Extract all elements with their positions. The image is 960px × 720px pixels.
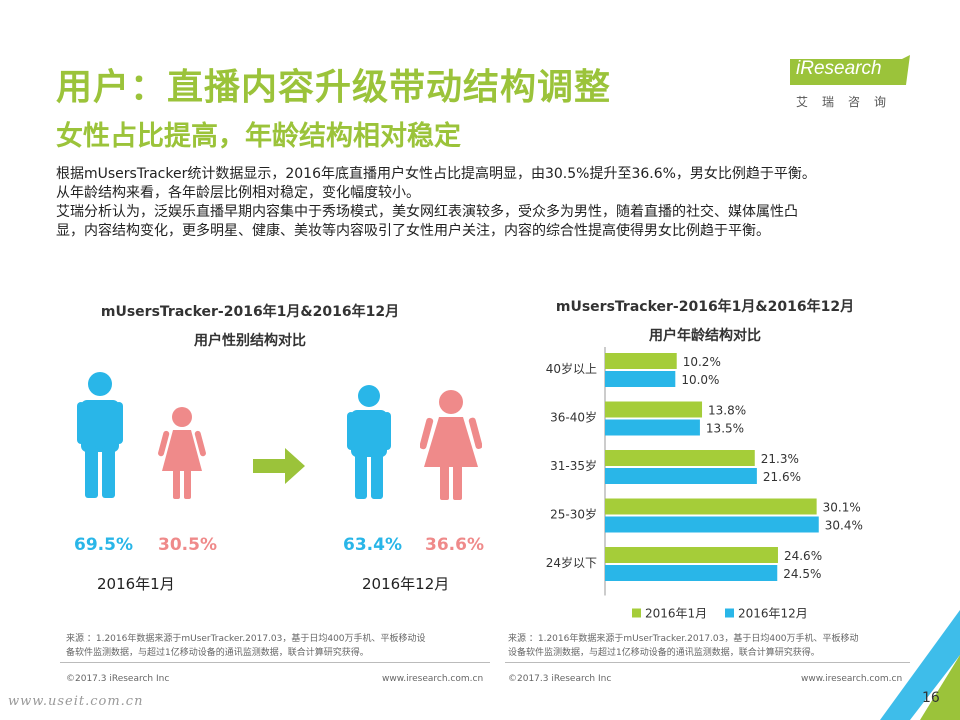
age-chart-subtitle: 用户年龄结构对比 (649, 328, 761, 344)
bar-data-label: 24.5% (783, 567, 821, 581)
bar-dec (605, 468, 757, 484)
bar-data-label: 10.2% (683, 355, 721, 369)
gender-chart-subtitle: 用户性别结构对比 (194, 333, 306, 349)
description-line: 显，内容结构变化，更多明星、健康、美妆等内容吸引了女性用户关注，内容的综合性提高… (56, 223, 770, 239)
male-figure-icon (347, 385, 391, 499)
copyright-left: ©2017.3 iResearch Inc (66, 674, 170, 684)
url-left[interactable]: www.iresearch.com.cn (382, 674, 484, 684)
url-right[interactable]: www.iresearch.com.cn (801, 674, 903, 684)
gender-source: 来源 ：1.2016年数据来源于mUserTracker.2017.03，基于日… (66, 632, 426, 660)
source-line: 来源 ：1.2016年数据来源于mUserTracker.2017.03，基于日… (66, 634, 426, 644)
female-pct-dec: 36.6% (425, 535, 484, 555)
footer-divider (505, 662, 910, 663)
bar-jan (605, 353, 677, 369)
bar-dec (605, 516, 819, 533)
legend-swatch (632, 608, 641, 618)
age-source: 来源 ：1.2016年数据来源于mUserTracker.2017.03，基于日… (508, 632, 859, 660)
bar-data-label: 30.4% (825, 519, 863, 533)
footer-divider (60, 662, 490, 663)
bar-data-label: 21.3% (761, 452, 799, 466)
bar-data-label: 21.6% (763, 470, 801, 484)
source-line: 设备软件监测数据，与超过1亿移动设备的通讯监测数据，联合计算研究获得。 (508, 648, 820, 658)
bar-data-label: 10.0% (681, 373, 719, 387)
bar-dec (605, 371, 676, 387)
bar-data-label: 30.1% (823, 501, 861, 515)
female-pct-jan: 30.5% (158, 535, 217, 555)
page-number: 16 (922, 690, 940, 706)
source-line: 来源 ：1.2016年数据来源于mUserTracker.2017.03，基于日… (508, 634, 859, 644)
description-line: 从年龄结构来看，各年龄层比例相对稳定，变化幅度较小。 (56, 185, 420, 201)
watermark: www.useit.com.cn (8, 694, 144, 709)
logo-cn: 艾瑞咨询 (796, 95, 901, 109)
legend-label: 2016年12月 (738, 607, 808, 621)
gender-chart-title: mUsersTracker-2016年1月&2016年12月 (100, 304, 400, 320)
legend-label: 2016年1月 (645, 607, 707, 621)
bar-jan (605, 498, 817, 515)
period-label-dec: 2016年12月 (362, 575, 450, 593)
category-tick-label: 36-40岁 (550, 410, 597, 425)
category-tick-label: 40岁以上 (546, 361, 597, 376)
bar-jan (605, 547, 778, 563)
bar-data-label: 13.8% (708, 404, 746, 418)
bar-jan (605, 450, 755, 466)
bar-jan (605, 401, 703, 418)
bar-dec (605, 419, 700, 436)
logo-badge-icon (790, 55, 910, 85)
bar-dec (605, 565, 778, 581)
bar-data-label: 13.5% (706, 422, 744, 436)
male-figure-icon (77, 372, 123, 498)
male-pct-dec: 63.4% (343, 535, 402, 555)
arrow-right-icon (253, 448, 305, 484)
copyright-right: ©2017.3 iResearch Inc (508, 674, 612, 684)
male-pct-jan: 69.5% (74, 535, 133, 555)
category-tick-label: 25-30岁 (550, 507, 597, 522)
age-bar-chart: 40岁以上 10.2% 10.0% 36-40岁 13.8% 13.5% 31-35岁 21.… (546, 347, 863, 621)
logo-text: iResearch (796, 58, 882, 79)
female-figure-icon (158, 407, 206, 499)
iresearch-logo: iResearch 艾瑞咨询 (790, 55, 920, 115)
period-label-jan: 2016年1月 (97, 575, 175, 593)
page-subtitle: 女性占比提高，年龄结构相对稳定 (56, 121, 461, 152)
female-figure-icon (420, 390, 482, 500)
source-line: 备软件监测数据，与超过1亿移动设备的通讯监测数据，联合计算研究获得。 (66, 648, 369, 658)
category-tick-label: 31-35岁 (550, 458, 597, 473)
page-title: 用户：直播内容升级带动结构调整 (56, 67, 612, 108)
description-line: 艾瑞分析认为，泛娱乐直播早期内容集中于秀场模式，美女网红表演较多，受众多为男性，… (56, 204, 798, 220)
category-tick-label: 24岁以下 (546, 555, 597, 570)
age-chart-title: mUsersTracker-2016年1月&2016年12月 (555, 299, 855, 315)
description: 根据mUsersTracker统计数据显示，2016年底直播用户女性占比提高明显… (56, 165, 916, 241)
corner-decoration-icon (880, 610, 960, 720)
bar-data-label: 24.6% (784, 549, 822, 563)
description-line: 根据mUsersTracker统计数据显示，2016年底直播用户女性占比提高明显… (56, 166, 816, 182)
legend-swatch (725, 608, 734, 618)
